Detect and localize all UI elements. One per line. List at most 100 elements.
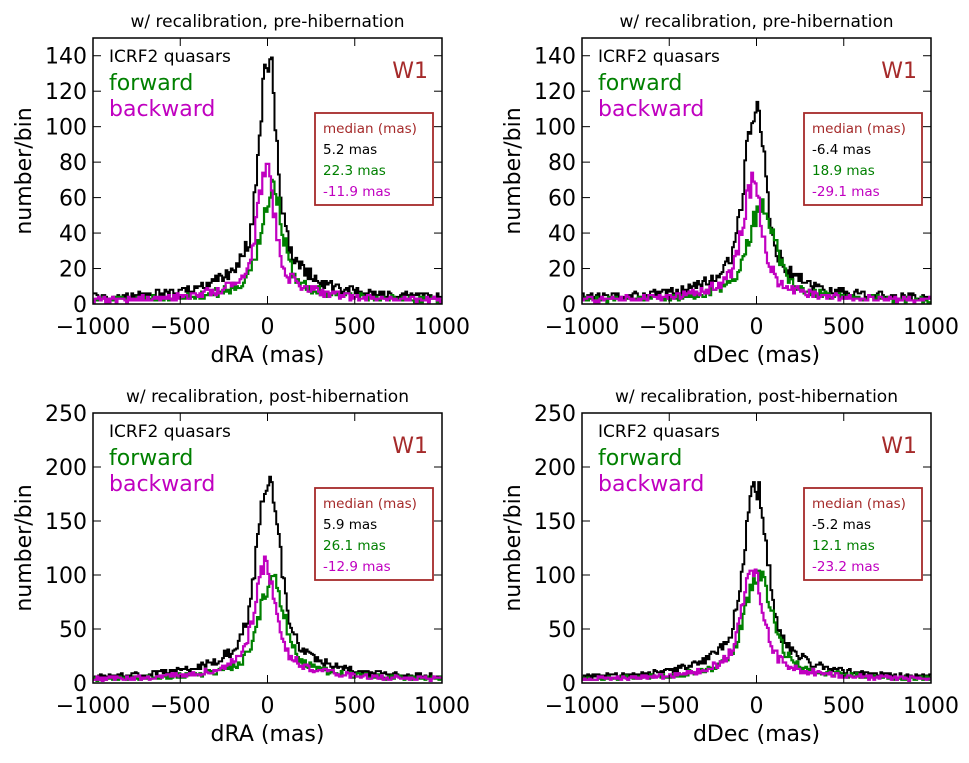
median-icrf2: -6.4 mas	[812, 142, 871, 158]
panel-4: −1000 −500 0 500 1000 0 50 100 150 200 250 w/ recal…	[501, 387, 959, 747]
panel-3: −1000 −500 0 500 1000 0 50 100 150 200 250 w/ recal…	[12, 387, 470, 747]
y-tick-label: 60	[59, 187, 87, 212]
x-tick-label: 1000	[903, 315, 959, 340]
x-tick-label: −500	[639, 694, 699, 719]
panel-title: w/ recalibration, pre-hibernation	[130, 12, 404, 32]
legend-entry-backward: backward	[598, 472, 704, 497]
y-tick-label: 0	[73, 293, 87, 318]
y-tick-label: 140	[534, 45, 576, 70]
x-tick-label: 500	[823, 315, 865, 340]
y-tick-label: 100	[45, 564, 87, 589]
median-box-title: median (mas)	[323, 496, 417, 512]
y-tick-label: 150	[534, 510, 576, 535]
legend-entry-backward: backward	[109, 472, 215, 497]
legend-entry-icrf2: ICRF2 quasars	[109, 422, 231, 442]
x-axis-label: dDec (mas)	[693, 343, 820, 368]
y-tick-label: 140	[45, 45, 87, 70]
median-backward: -11.9 mas	[323, 184, 391, 200]
y-tick-label: 120	[45, 80, 87, 105]
band-label: W1	[881, 434, 917, 459]
x-tick-label: −500	[150, 315, 210, 340]
x-tick-label: −500	[150, 694, 210, 719]
median-box-title: median (mas)	[812, 496, 906, 512]
x-tick-label: −500	[639, 315, 699, 340]
histogram-forward	[582, 569, 931, 681]
y-tick-label: 80	[59, 151, 87, 176]
legend-entry-forward: forward	[109, 71, 193, 96]
x-tick-label: 1000	[414, 694, 470, 719]
x-tick-label: 500	[823, 694, 865, 719]
y-axis-label: number/bin	[501, 107, 526, 234]
median-box: median (mas) -5.2 mas 12.1 mas -23.2 mas	[803, 487, 923, 581]
legend-entry-icrf2: ICRF2 quasars	[598, 422, 720, 442]
median-backward: -23.2 mas	[812, 559, 880, 575]
x-tick-label: −1000	[56, 694, 130, 719]
panel-2: −1000 −500 0 500 1000 0 20 40 60 80 100 120 140 w/ re…	[501, 12, 959, 368]
x-axis-label: dRA (mas)	[211, 343, 325, 368]
histogram-backward	[582, 171, 931, 304]
median-box-frame	[803, 112, 923, 206]
y-tick-label: 20	[59, 258, 87, 283]
x-tick-label: −1000	[545, 694, 619, 719]
histogram-icrf2-quasars	[93, 475, 442, 680]
y-tick-label: 250	[534, 402, 576, 427]
median-box-title: median (mas)	[812, 121, 906, 137]
median-box-frame	[314, 112, 434, 206]
y-tick-label: 250	[45, 402, 87, 427]
median-icrf2: 5.9 mas	[323, 517, 377, 533]
x-tick-label: 0	[261, 315, 275, 340]
y-tick-label: 0	[562, 293, 576, 318]
median-backward: -12.9 mas	[323, 559, 391, 575]
x-axis-label: dRA (mas)	[211, 722, 325, 747]
median-forward: 18.9 mas	[812, 163, 875, 179]
histogram-backward	[93, 162, 442, 304]
y-tick-label: 150	[45, 510, 87, 535]
x-tick-label: −1000	[545, 315, 619, 340]
median-box-title: median (mas)	[323, 121, 417, 137]
y-tick-label: 50	[548, 618, 576, 643]
y-tick-label: 80	[548, 151, 576, 176]
histogram-forward	[93, 573, 442, 682]
x-tick-label: 1000	[903, 694, 959, 719]
y-tick-label: 40	[548, 222, 576, 247]
y-tick-label: 100	[534, 116, 576, 141]
x-tick-label: −1000	[56, 315, 130, 340]
legend-entry-forward: forward	[598, 446, 682, 471]
y-axis-label: number/bin	[12, 484, 37, 611]
x-tick-label: 500	[334, 694, 376, 719]
histogram-forward	[582, 198, 931, 304]
median-box: median (mas) 5.2 mas 22.3 mas -11.9 mas	[314, 112, 434, 206]
panel-title: w/ recalibration, pre-hibernation	[619, 12, 893, 32]
y-tick-label: 40	[59, 222, 87, 247]
y-axis-label: number/bin	[12, 107, 37, 234]
band-label: W1	[881, 59, 917, 84]
histogram-icrf2-quasars	[582, 481, 931, 680]
x-tick-label: 0	[261, 694, 275, 719]
legend-entry-forward: forward	[598, 71, 682, 96]
median-forward: 12.1 mas	[812, 538, 875, 554]
y-tick-label: 50	[59, 618, 87, 643]
y-tick-label: 100	[45, 116, 87, 141]
legend-entry-icrf2: ICRF2 quasars	[598, 47, 720, 67]
y-tick-label: 200	[534, 456, 576, 481]
x-axis-label: dDec (mas)	[693, 722, 820, 747]
median-icrf2: 5.2 mas	[323, 142, 377, 158]
median-box-frame	[314, 487, 434, 581]
panel-title: w/ recalibration, post-hibernation	[615, 387, 898, 407]
y-axis-label: number/bin	[501, 484, 526, 611]
legend-entry-backward: backward	[598, 97, 704, 122]
histogram-backward	[93, 555, 442, 682]
y-tick-label: 60	[548, 187, 576, 212]
panel-title: w/ recalibration, post-hibernation	[126, 387, 409, 407]
x-tick-label: 1000	[414, 315, 470, 340]
x-tick-label: 500	[334, 315, 376, 340]
legend-entry-forward: forward	[109, 446, 193, 471]
x-tick-label: 0	[750, 315, 764, 340]
median-box-frame	[803, 487, 923, 581]
panel-1: −1000 −500 0 500 1000 0 20 40 60 80 100 120 140 w/ re…	[12, 12, 470, 368]
